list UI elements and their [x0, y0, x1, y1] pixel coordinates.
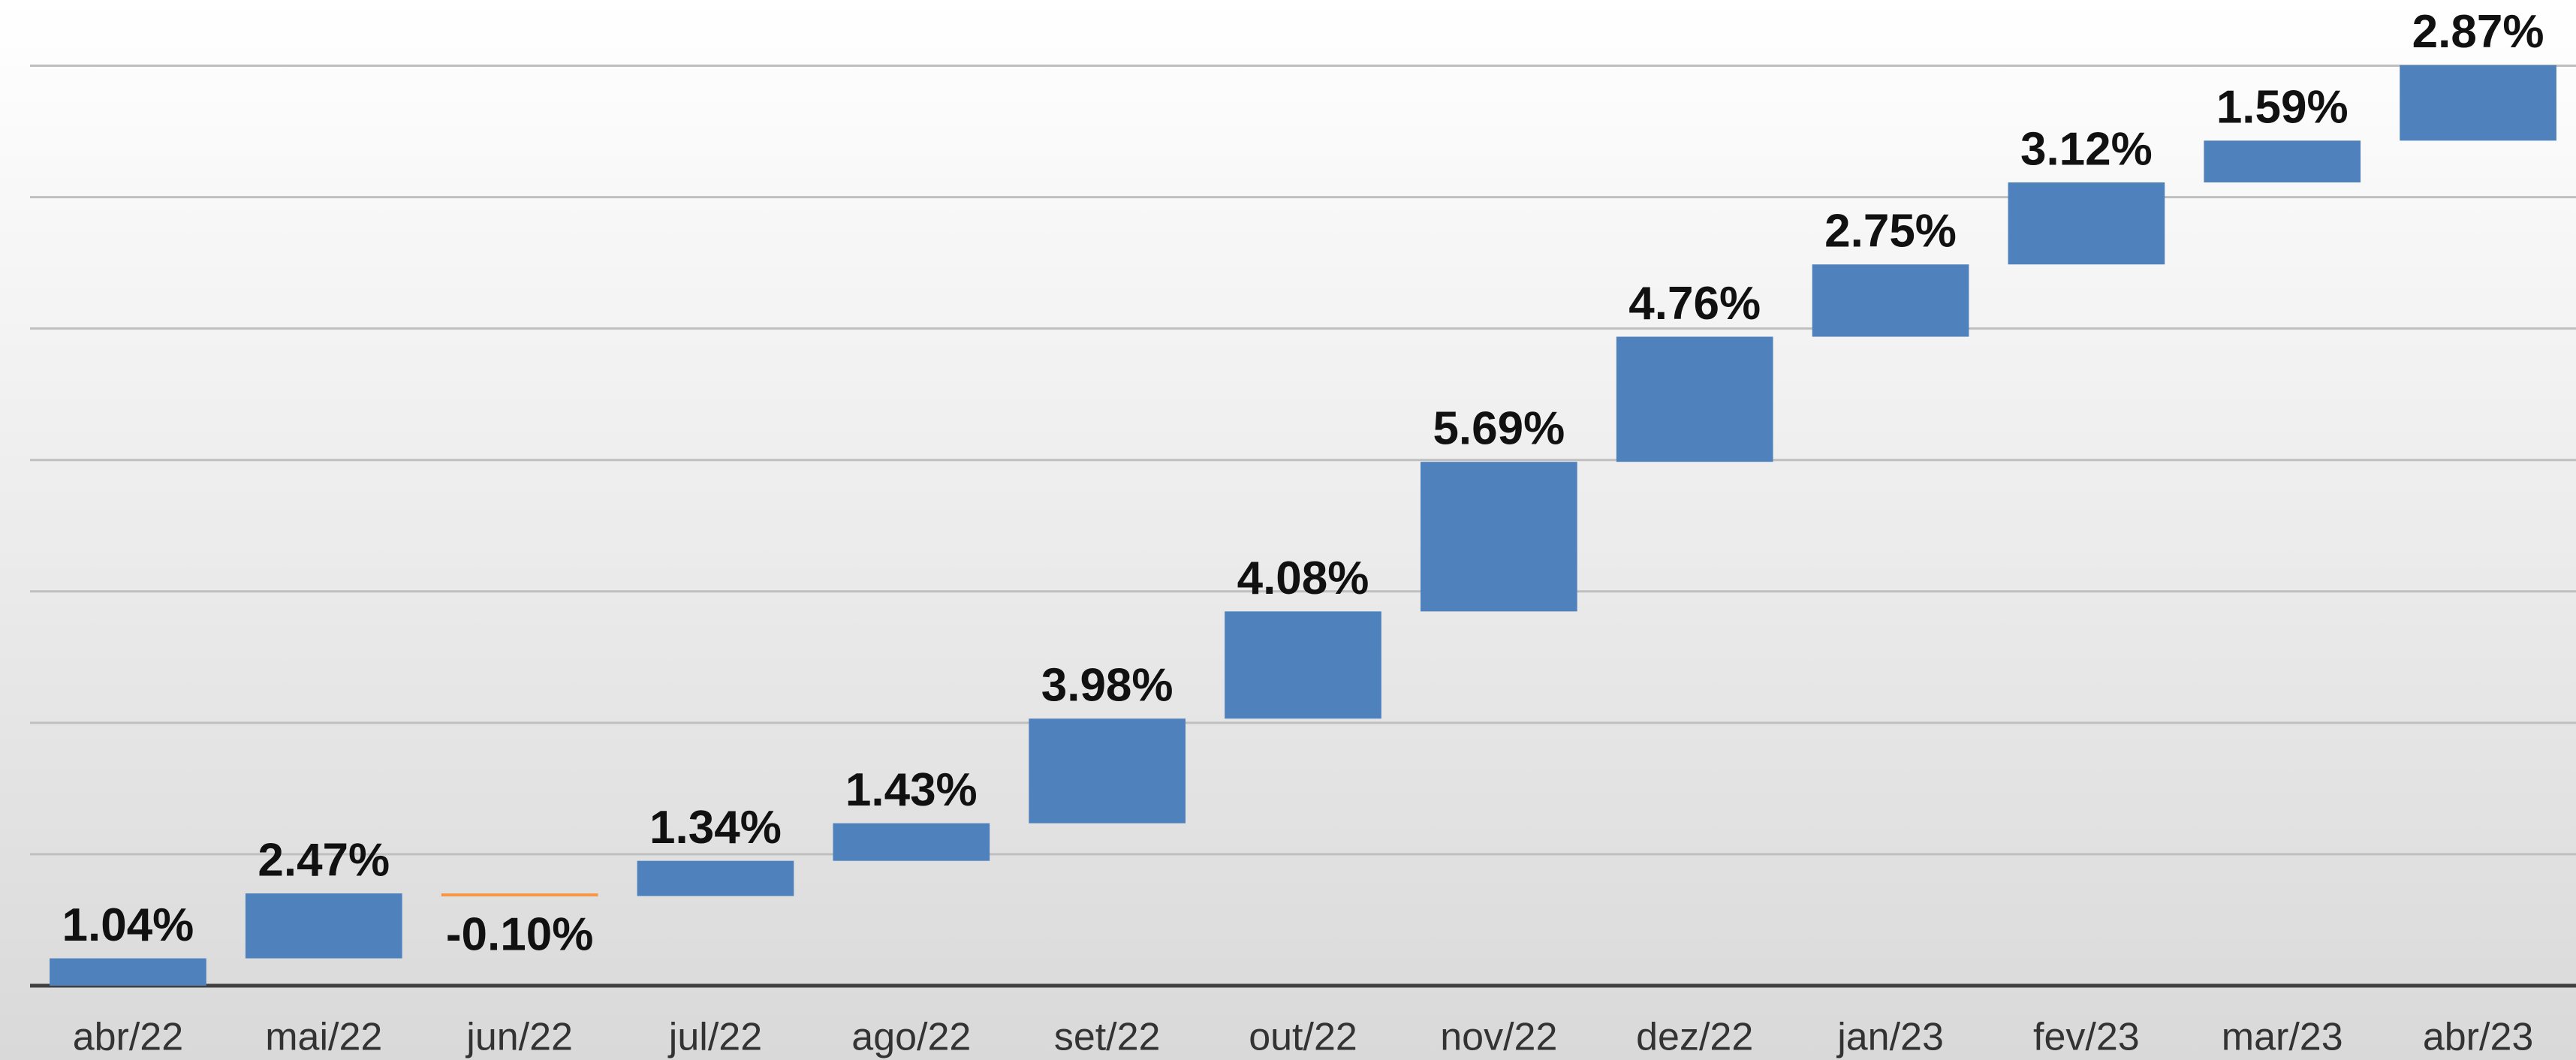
- value-label: 1.59%: [2216, 82, 2349, 134]
- bar: [1421, 462, 1577, 612]
- bar: [1812, 264, 1969, 337]
- value-label: 3.12%: [2020, 123, 2153, 175]
- x-tick-label: abr/22: [73, 1016, 183, 1059]
- bar: [2008, 182, 2165, 265]
- bar: [1029, 718, 1186, 824]
- x-tick-label: jun/22: [465, 1016, 573, 1059]
- bar: [2204, 140, 2361, 182]
- bar: [833, 823, 990, 861]
- x-tick-label: dez/22: [1636, 1016, 1753, 1059]
- value-label: 2.75%: [1824, 206, 1957, 257]
- x-tick-label: fev/23: [2033, 1016, 2140, 1059]
- value-label: 1.34%: [649, 802, 782, 854]
- bar: [50, 958, 206, 986]
- bar: [1225, 611, 1381, 719]
- x-tick-label: nov/22: [1440, 1016, 1557, 1059]
- bar: [2400, 65, 2556, 141]
- x-tick-label: jul/22: [667, 1016, 762, 1059]
- value-label: 3.98%: [1041, 660, 1174, 712]
- value-label: 4.08%: [1237, 553, 1369, 604]
- value-label: -0.10%: [446, 908, 593, 960]
- value-label: 1.04%: [62, 899, 194, 951]
- value-label: 2.87%: [2412, 6, 2544, 58]
- bar: [637, 860, 794, 896]
- value-label: 1.43%: [845, 764, 978, 816]
- value-label: 5.69%: [1433, 403, 1565, 455]
- x-tick-label: ago/22: [851, 1016, 971, 1059]
- x-tick-label: out/22: [1249, 1016, 1357, 1059]
- x-tick-label: mar/23: [2222, 1016, 2343, 1059]
- x-tick-label: jan/23: [1836, 1016, 1944, 1059]
- bar: [245, 893, 402, 959]
- x-tick-label: mai/22: [265, 1016, 382, 1059]
- value-label: 4.76%: [1628, 278, 1761, 330]
- bar: [1616, 336, 1773, 462]
- x-tick-label: abr/23: [2423, 1016, 2533, 1059]
- bar: [441, 893, 598, 897]
- x-tick-label: set/22: [1054, 1016, 1161, 1059]
- value-label: 2.47%: [258, 834, 390, 886]
